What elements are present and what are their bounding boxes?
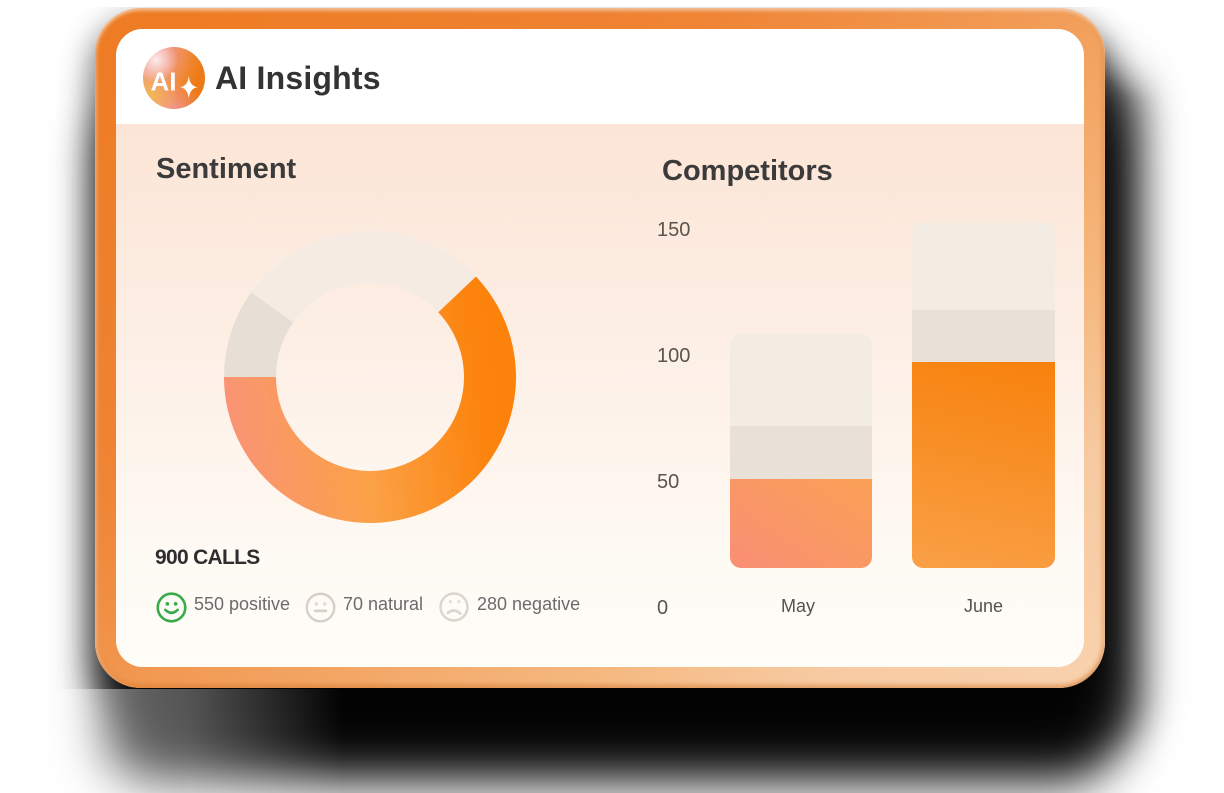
svg-text:AI: AI — [151, 67, 177, 97]
